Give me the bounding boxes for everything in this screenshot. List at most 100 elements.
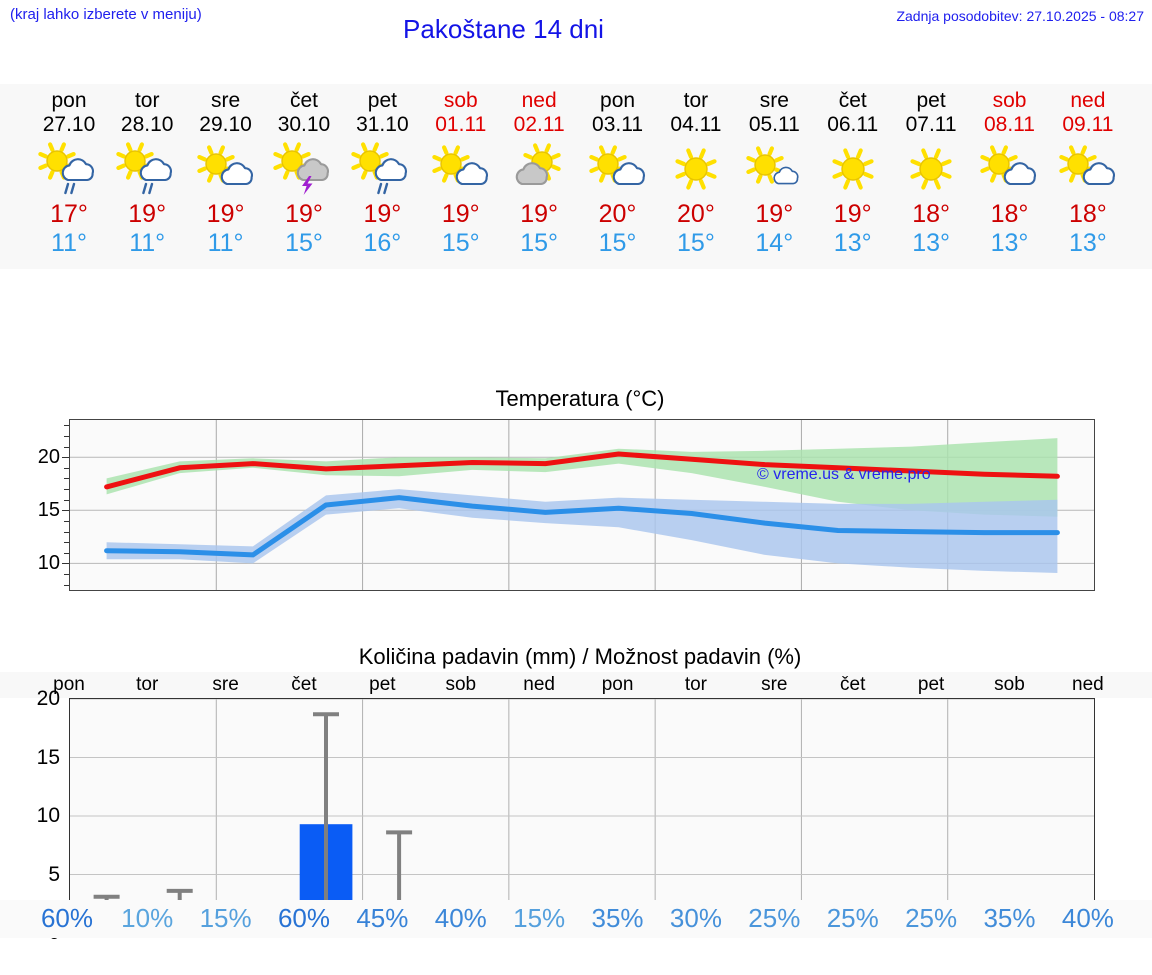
precipitation-probability-label: 60% <box>40 903 94 933</box>
precipitation-y-tick-label: 20 <box>36 687 60 710</box>
day-column[interactable]: sre 05.11 19° 14° <box>735 84 813 269</box>
y-axis-minor-tick <box>64 520 69 522</box>
day-of-week-label: tor <box>683 89 709 112</box>
precipitation-day-label: pon <box>53 674 85 695</box>
sun-cloud-icon <box>425 138 497 200</box>
max-temperature-label: 19° <box>128 200 167 228</box>
day-date-label: 31.10 <box>356 113 409 136</box>
day-column[interactable]: tor 28.10 19° 11° <box>108 84 186 269</box>
y-axis-minor-tick <box>64 584 69 586</box>
sun-icon <box>660 138 732 200</box>
y-axis-minor-tick <box>64 435 69 437</box>
precipitation-probability-label: 35% <box>983 903 1036 933</box>
precipitation-probability-label: 40% <box>434 903 487 933</box>
precipitation-probability-label: 25% <box>826 903 879 933</box>
y-axis-tick <box>62 563 69 565</box>
precipitation-probability-label: 40% <box>1061 903 1114 933</box>
precipitation-probability-label: 30% <box>669 903 722 933</box>
y-axis-minor-tick <box>64 425 69 427</box>
y-axis-minor-tick <box>64 478 69 480</box>
day-date-label: 01.11 <box>435 113 487 136</box>
sun-cloud-rain-icon <box>346 138 418 200</box>
max-temperature-label: 19° <box>206 200 245 228</box>
day-of-week-label: tor <box>134 89 160 112</box>
day-of-week-label: pet <box>367 89 397 112</box>
day-column[interactable]: sob 08.11 18° 13° <box>970 84 1048 269</box>
precipitation-day-label: tor <box>136 674 159 695</box>
min-temperature-label: 11° <box>51 229 87 257</box>
precipitation-day-label: tor <box>684 674 708 695</box>
y-axis-minor-tick <box>64 489 69 491</box>
max-temperature-label: 19° <box>520 200 559 228</box>
min-temperature-label: 14° <box>755 229 794 257</box>
y-axis-minor-tick <box>64 574 69 576</box>
max-temperature-label: 20° <box>677 200 715 228</box>
sun-cloud-icon <box>582 138 654 200</box>
sun-cloud-small-icon <box>738 138 810 200</box>
menu-hint-text: (kraj lahko izberete v meniju) <box>10 6 202 23</box>
min-temperature-label: 13° <box>912 229 950 257</box>
max-temperature-label: 19° <box>285 200 323 228</box>
day-column[interactable]: ned 02.11 19° 15° <box>500 84 578 269</box>
min-temperature-label: 13° <box>1068 229 1107 257</box>
precipitation-y-tick-label: 15 <box>36 745 60 769</box>
y-axis-tick <box>62 510 69 512</box>
day-date-label: 09.11 <box>1062 113 1114 136</box>
day-column[interactable]: pet 31.10 19° 16° <box>343 84 421 269</box>
header-bar: (kraj lahko izberete v meniju) Pakoštane… <box>0 0 1152 56</box>
sun-cloud-thunder-icon <box>268 138 340 200</box>
precipitation-y-tick-label: 10 <box>36 804 60 827</box>
day-column[interactable]: pon 03.11 20° 15° <box>578 84 656 269</box>
precipitation-probability-row: 60% 10% 15% 60% 45% 40% 15% 35% 30% 25% 25% 25% 35% 4… <box>0 900 1152 938</box>
day-date-label: 29.10 <box>199 113 252 136</box>
precipitation-probability-label: 25% <box>748 903 801 933</box>
precipitation-probability-label: 15% <box>199 903 252 933</box>
sun-icon <box>817 138 889 200</box>
day-of-week-label: sob <box>992 89 1027 112</box>
cloud-sun-icon <box>503 138 575 200</box>
day-column[interactable]: ned 09.11 18° 13° <box>1049 84 1127 269</box>
temperature-chart-title: Temperatura (°C) <box>495 386 665 411</box>
precipitation-probability-label: 60% <box>277 903 330 933</box>
sun-cloud-rain-icon <box>33 138 105 200</box>
day-date-label: 27.10 <box>42 113 96 136</box>
daily-forecast-strip: pon 27.10 17° 11° tor 28.10 19° 11° sre 29.10 1… <box>0 84 1152 269</box>
sun-cloud-icon <box>1052 138 1124 200</box>
precipitation-day-label: ned <box>523 674 555 695</box>
max-temperature-label: 19° <box>363 200 402 228</box>
precipitation-plot-area <box>69 698 1095 934</box>
day-column[interactable]: sob 01.11 19° 15° <box>422 84 500 269</box>
day-of-week-label: ned <box>521 89 557 112</box>
y-axis-minor-tick <box>64 446 69 448</box>
min-temperature-label: 13° <box>990 229 1029 257</box>
precipitation-probability-label: 10% <box>121 903 174 933</box>
temperature-y-tick-label: 10 <box>37 552 60 575</box>
day-column[interactable]: pet 07.11 18° 13° <box>892 84 970 269</box>
max-temperature-label: 18° <box>1068 200 1107 228</box>
temperature-plot-area <box>69 419 1095 591</box>
y-axis-minor-tick <box>64 467 69 469</box>
day-of-week-label: pon <box>600 89 636 112</box>
precipitation-day-label: pon <box>601 674 634 695</box>
day-column[interactable]: čet 30.10 19° 15° <box>265 84 343 269</box>
day-column[interactable]: sre 29.10 19° 11° <box>186 84 264 269</box>
temperature-y-tick-label: 20 <box>37 446 60 469</box>
day-date-label: 06.11 <box>827 113 879 136</box>
precipitation-y-tick-label: 5 <box>48 862 60 886</box>
day-date-label: 04.11 <box>670 113 722 136</box>
day-of-week-label: pet <box>916 89 946 112</box>
temperature-y-tick-label: 15 <box>37 499 60 522</box>
precipitation-chart-title: Količina padavin (mm) / Možnost padavin … <box>358 644 802 669</box>
day-date-label: 30.10 <box>277 113 331 136</box>
max-temperature-label: 19° <box>441 200 480 228</box>
day-column[interactable]: čet 06.11 19° 13° <box>814 84 892 269</box>
last-update-text: Zadnja posodobitev: 27.10.2025 - 08:27 <box>896 8 1144 24</box>
min-temperature-label: 15° <box>677 229 715 257</box>
min-temperature-label: 11° <box>207 229 244 257</box>
day-column[interactable]: tor 04.11 20° 15° <box>657 84 735 269</box>
day-column[interactable]: pon 27.10 17° 11° <box>0 84 108 269</box>
precipitation-day-label: sre <box>212 674 239 695</box>
day-of-week-label: pon <box>51 89 87 112</box>
precipitation-y-axis: 05101520 <box>0 688 64 943</box>
sun-icon <box>895 138 967 200</box>
